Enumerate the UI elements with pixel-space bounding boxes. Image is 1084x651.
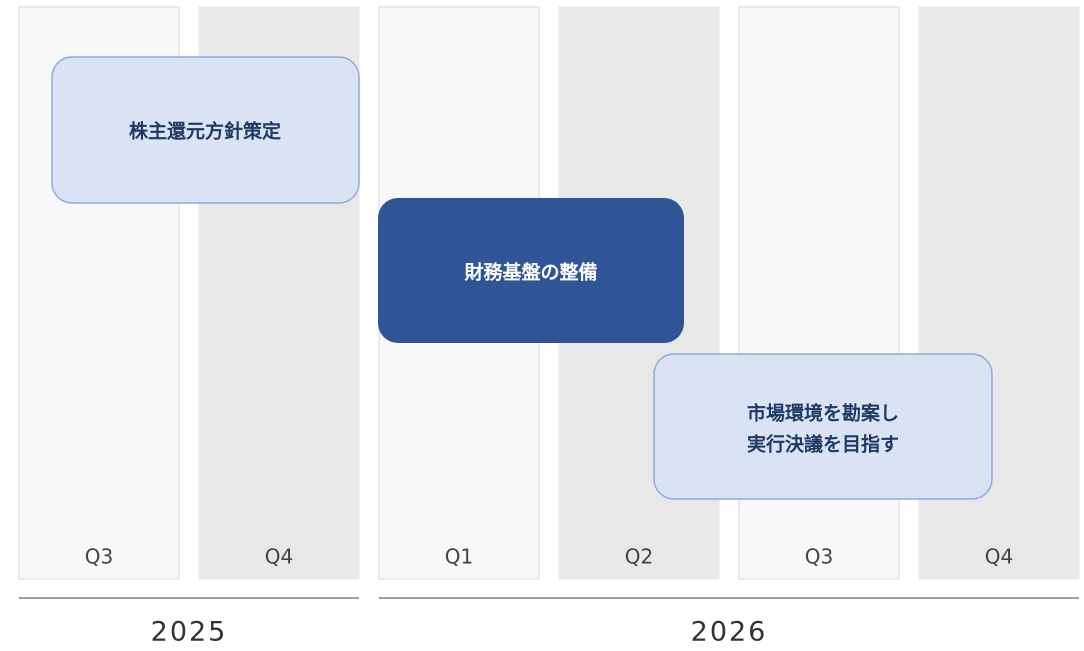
quarter-label: Q2 [625, 545, 653, 569]
task-label: 財務基盤の整備 [464, 261, 597, 284]
quarter-label: Q4 [265, 545, 293, 569]
task-box [653, 353, 993, 500]
task-box [378, 198, 684, 343]
year-label: 2026 [691, 617, 768, 648]
task-label: 実行決議を目指す [747, 433, 899, 456]
task-label: 株主還元方針策定 [129, 120, 281, 143]
quarter-label: Q1 [445, 545, 473, 569]
quarter-label: Q4 [985, 545, 1013, 569]
task-box [51, 56, 360, 204]
quarter-label: Q3 [805, 545, 833, 569]
task-label: 市場環境を勘案し [747, 402, 899, 425]
quarter-label: Q3 [85, 545, 113, 569]
year-label: 2025 [151, 617, 228, 648]
